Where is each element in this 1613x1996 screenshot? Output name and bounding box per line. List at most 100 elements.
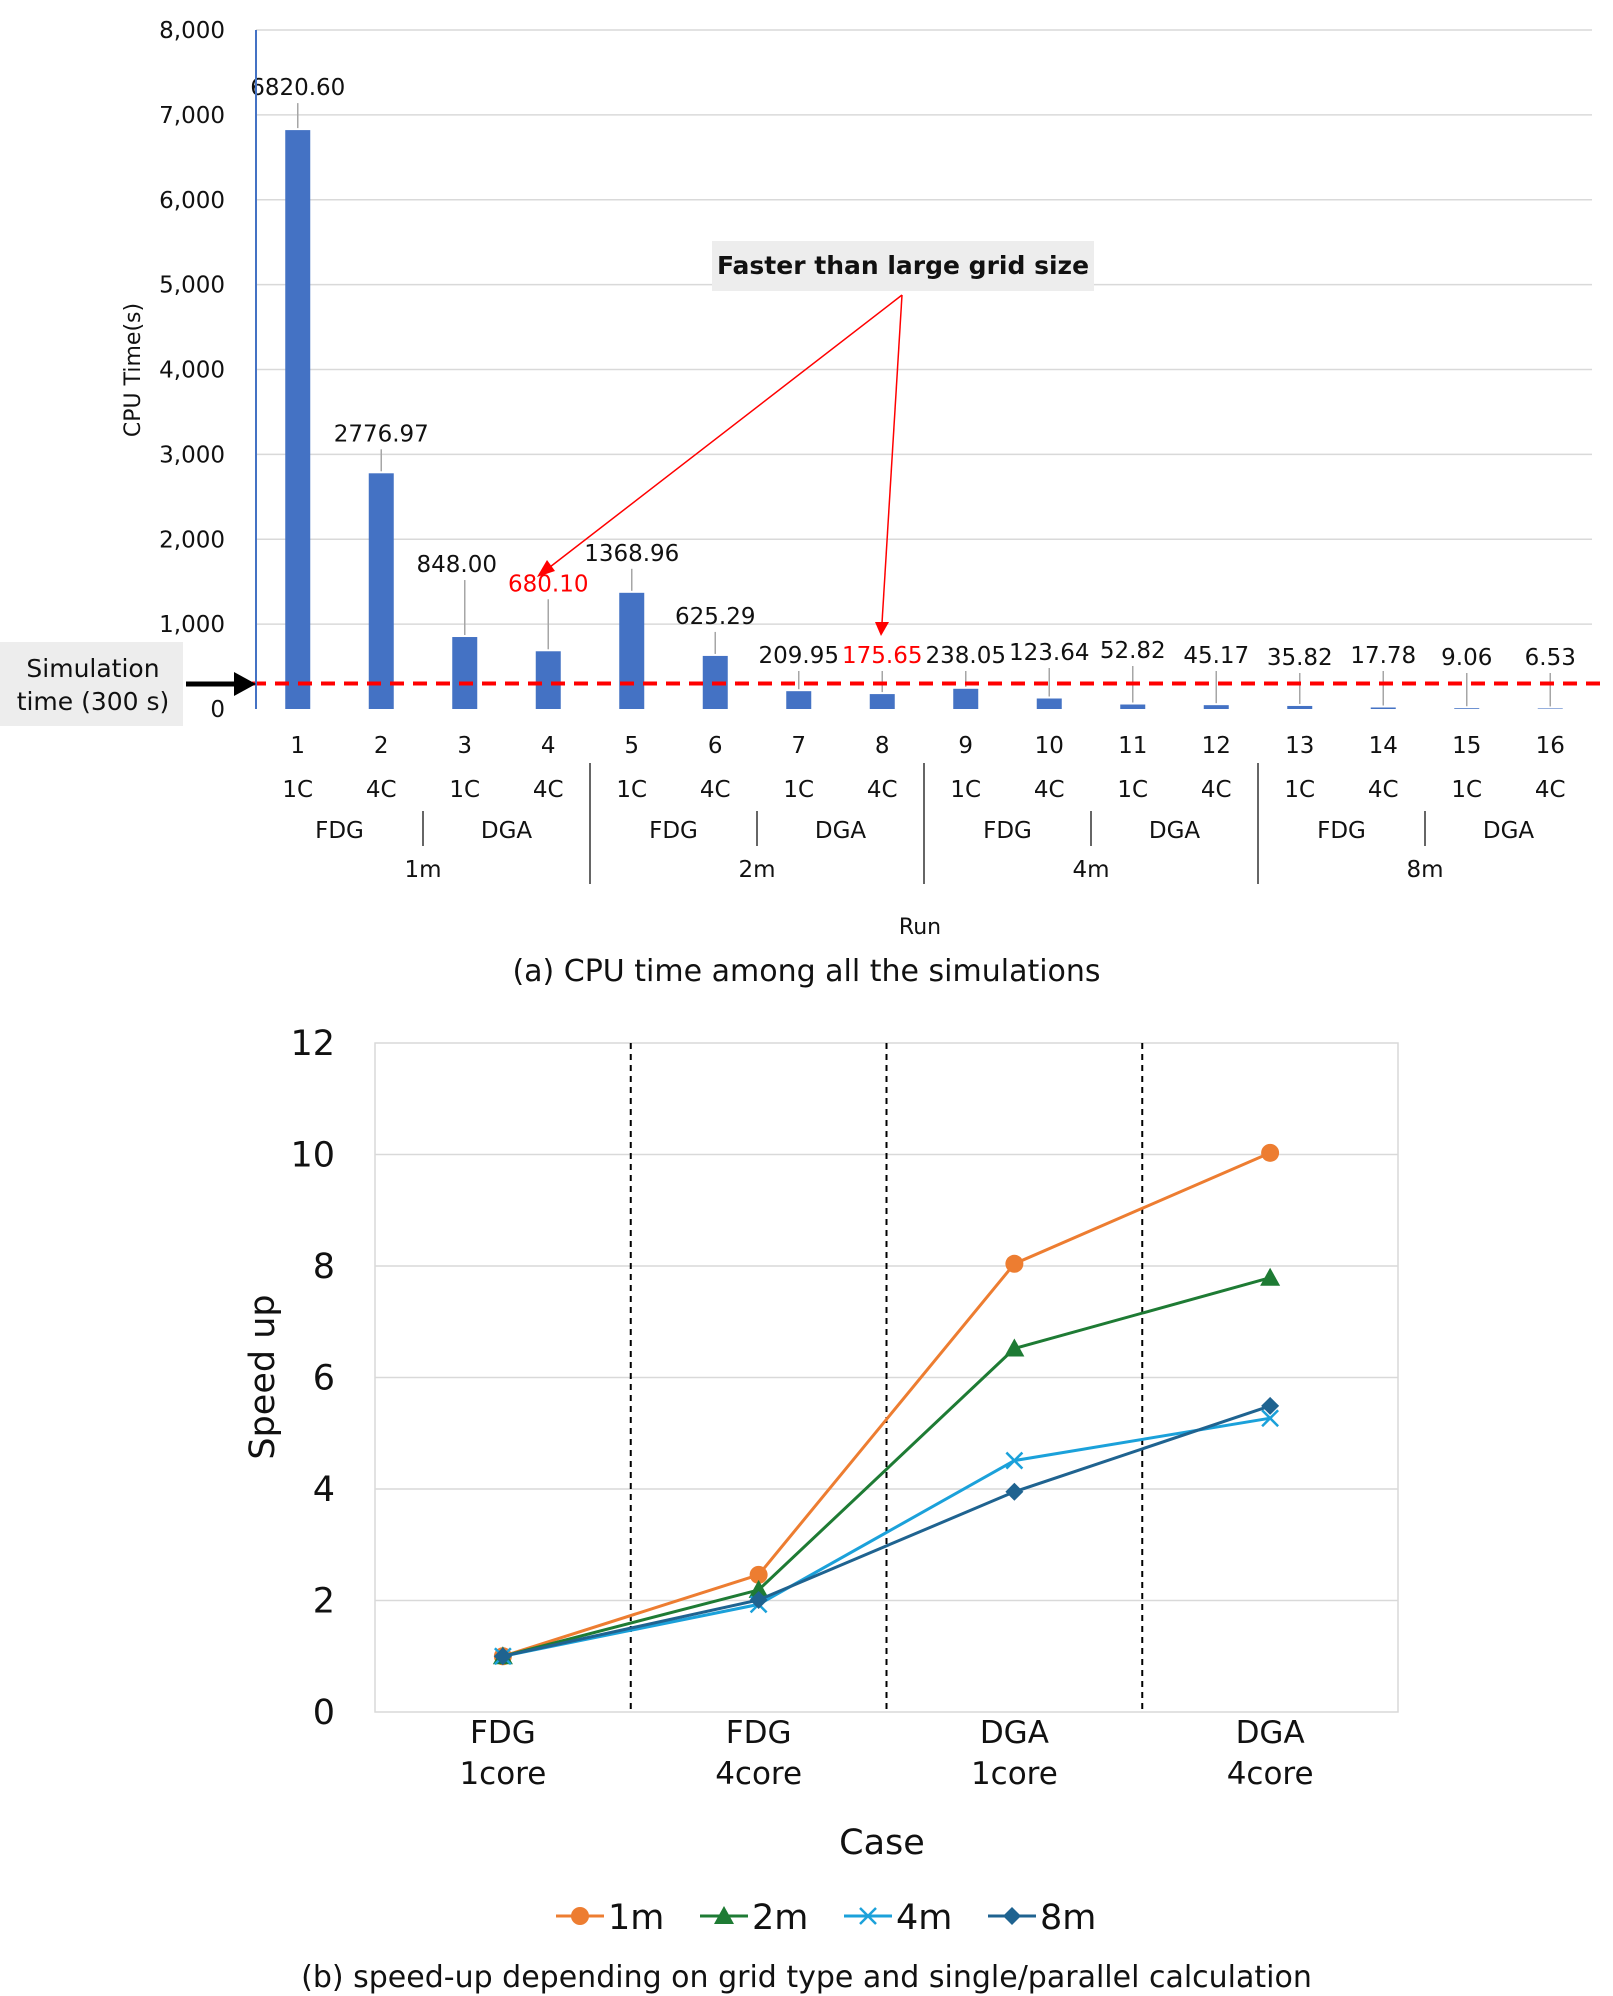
- a-bar-run-1: [285, 130, 311, 710]
- b-legend-label-4m: 4m: [896, 1898, 952, 1938]
- b-series-line-8m: [502, 1404, 1271, 1658]
- a-bar-run-13: [1287, 705, 1313, 709]
- annotation-arrow-to-run-4: [549, 294, 903, 568]
- a-y-tick-label: 7,000: [159, 103, 225, 129]
- a-x-tick-cores: 4C: [867, 777, 898, 803]
- a-value-label-run-7: 209.95: [759, 643, 839, 669]
- a-x-tick-run: 5: [624, 733, 639, 759]
- annotation-text: Faster than large grid size: [717, 251, 1089, 280]
- a-bar-run-4: [535, 651, 561, 709]
- a-x-tick-grid-size: 8m: [1406, 857, 1443, 883]
- a-bar-run-8: [869, 694, 895, 709]
- a-bar-run-9: [953, 688, 979, 709]
- a-bar-run-14: [1370, 707, 1396, 709]
- a-y-tick-label: 1,000: [159, 612, 225, 638]
- b-series: [492, 1143, 1281, 1666]
- b-series-line-1m: [502, 1151, 1271, 1658]
- a-gridlines: [256, 29, 1592, 625]
- a-value-label-run-3: 848.00: [417, 552, 497, 578]
- a-bar-run-3: [452, 637, 478, 709]
- b-point-4m: [1261, 1409, 1280, 1428]
- a-value-label-run-14: 17.78: [1350, 643, 1416, 669]
- a-x-axis-labels: 1 1C 2 4C 3 1C 4 4C 5 1C 6 4C 7 1C 8 4C 9 1C 10 4C 11 1C 12 4C 1…: [282, 733, 1566, 884]
- a-x-tick-cores: 4C: [366, 777, 397, 803]
- b-legend-marker-1m: [571, 1907, 589, 1925]
- a-value-label-run-12: 45.17: [1183, 643, 1249, 669]
- a-x-tick-grid-type: FDG: [649, 818, 698, 844]
- a-x-tick-grid-size: 4m: [1072, 857, 1109, 883]
- a-x-tick-run: 6: [708, 733, 723, 759]
- a-x-tick-grid-type: FDG: [983, 818, 1032, 844]
- a-x-tick-run: 14: [1369, 733, 1398, 759]
- a-x-tick-run: 11: [1118, 733, 1147, 759]
- simulation-time-label-line1: Simulation: [26, 654, 159, 683]
- a-bar-run-11: [1120, 704, 1146, 709]
- a-x-tick-cores: 1C: [783, 777, 814, 803]
- a-value-label-run-8: 175.65: [842, 643, 922, 669]
- a-x-tick-grid-type: FDG: [1317, 818, 1366, 844]
- a-y-tick-label: 8,000: [159, 18, 225, 44]
- annotation-arrowhead-run-8: [875, 622, 889, 636]
- a-x-tick-run: 12: [1202, 733, 1231, 759]
- b-point-1m: [1261, 1143, 1280, 1162]
- b-legend-label-2m: 2m: [752, 1898, 808, 1938]
- a-value-labels: 6820.602776.97848.00680.101368.96625.292…: [250, 75, 1576, 671]
- b-point-2m: [748, 1579, 769, 1598]
- b-legend-marker-2m: [714, 1906, 734, 1924]
- b-point-2m: [1260, 1267, 1281, 1286]
- caption-a: (a) CPU time among all the simulations: [512, 954, 1101, 989]
- a-x-tick-cores: 1C: [950, 777, 981, 803]
- a-x-tick-run: 10: [1035, 733, 1064, 759]
- b-legend-marker-4m: [859, 1907, 877, 1925]
- a-x-tick-cores: 1C: [1451, 777, 1482, 803]
- b-legend-marker-8m: [1003, 1907, 1021, 1925]
- b-y-tick-label: 4: [313, 1470, 335, 1510]
- a-value-label-run-4: 680.10: [508, 571, 588, 597]
- a-x-tick-cores: 4C: [1368, 777, 1399, 803]
- b-x-axis-labels: FDG 1core FDG 4core DGA 1core DGA 4core: [459, 1715, 1313, 1792]
- b-x-axis-title: Case: [839, 1823, 925, 1863]
- a-x-tick-cores: 1C: [449, 777, 480, 803]
- b-y-tick-label: 12: [290, 1024, 335, 1064]
- b-x-tick-line2: 1core: [971, 1756, 1058, 1792]
- a-bar-run-7: [786, 691, 812, 709]
- b-x-tick-line2: 4core: [1227, 1756, 1314, 1792]
- b-point-8m: [1261, 1396, 1280, 1415]
- a-bars: [285, 130, 1563, 710]
- b-series-4m: [493, 1409, 1280, 1666]
- a-value-leader-lines: [297, 103, 1551, 707]
- b-series-8m: [493, 1396, 1280, 1666]
- a-value-label-run-16: 6.53: [1525, 645, 1576, 671]
- a-x-tick-grid-size: 2m: [738, 857, 775, 883]
- a-x-tick-run: 4: [541, 733, 556, 759]
- b-point-1m: [749, 1565, 768, 1584]
- a-bar-run-16: [1537, 708, 1563, 709]
- a-x-tick-cores: 4C: [700, 777, 731, 803]
- b-case-dividers: [629, 1043, 1144, 1712]
- a-x-tick-run: 8: [875, 733, 890, 759]
- b-y-tick-labels: 0 2 4 6 8 10 12: [290, 1024, 335, 1733]
- a-bar-run-12: [1203, 705, 1229, 709]
- cpu-time-bar-chart: 0 1,000 2,000 3,000 4,000 5,000 6,000 7,000 8,00…: [0, 18, 1605, 940]
- b-series-line-4m: [502, 1416, 1271, 1658]
- b-point-8m: [749, 1590, 768, 1609]
- a-bar-run-5: [619, 592, 645, 709]
- b-y-tick-label: 6: [313, 1359, 335, 1399]
- a-y-tick-label: 2,000: [159, 527, 225, 553]
- b-point-8m: [1005, 1482, 1024, 1501]
- caption-b: (b) speed-up depending on grid type and …: [301, 1960, 1312, 1995]
- a-bar-run-10: [1036, 698, 1062, 709]
- a-x-tick-run: 2: [374, 733, 389, 759]
- a-x-tick-grid-type: DGA: [481, 818, 533, 844]
- annotation-arrowhead-run-4: [537, 560, 555, 577]
- b-x-tick-line2: 1core: [459, 1756, 546, 1792]
- b-x-tick-line1: DGA: [1236, 1715, 1305, 1751]
- simulation-time-arrowhead: [234, 672, 256, 696]
- a-x-tick-run: 16: [1536, 733, 1565, 759]
- a-y-tick-label: 4,000: [159, 358, 225, 384]
- annotation-box: [712, 241, 1094, 291]
- a-value-label-run-1: 6820.60: [250, 75, 345, 101]
- a-x-axis-title: Run: [899, 915, 941, 940]
- a-x-tick-cores: 1C: [1284, 777, 1315, 803]
